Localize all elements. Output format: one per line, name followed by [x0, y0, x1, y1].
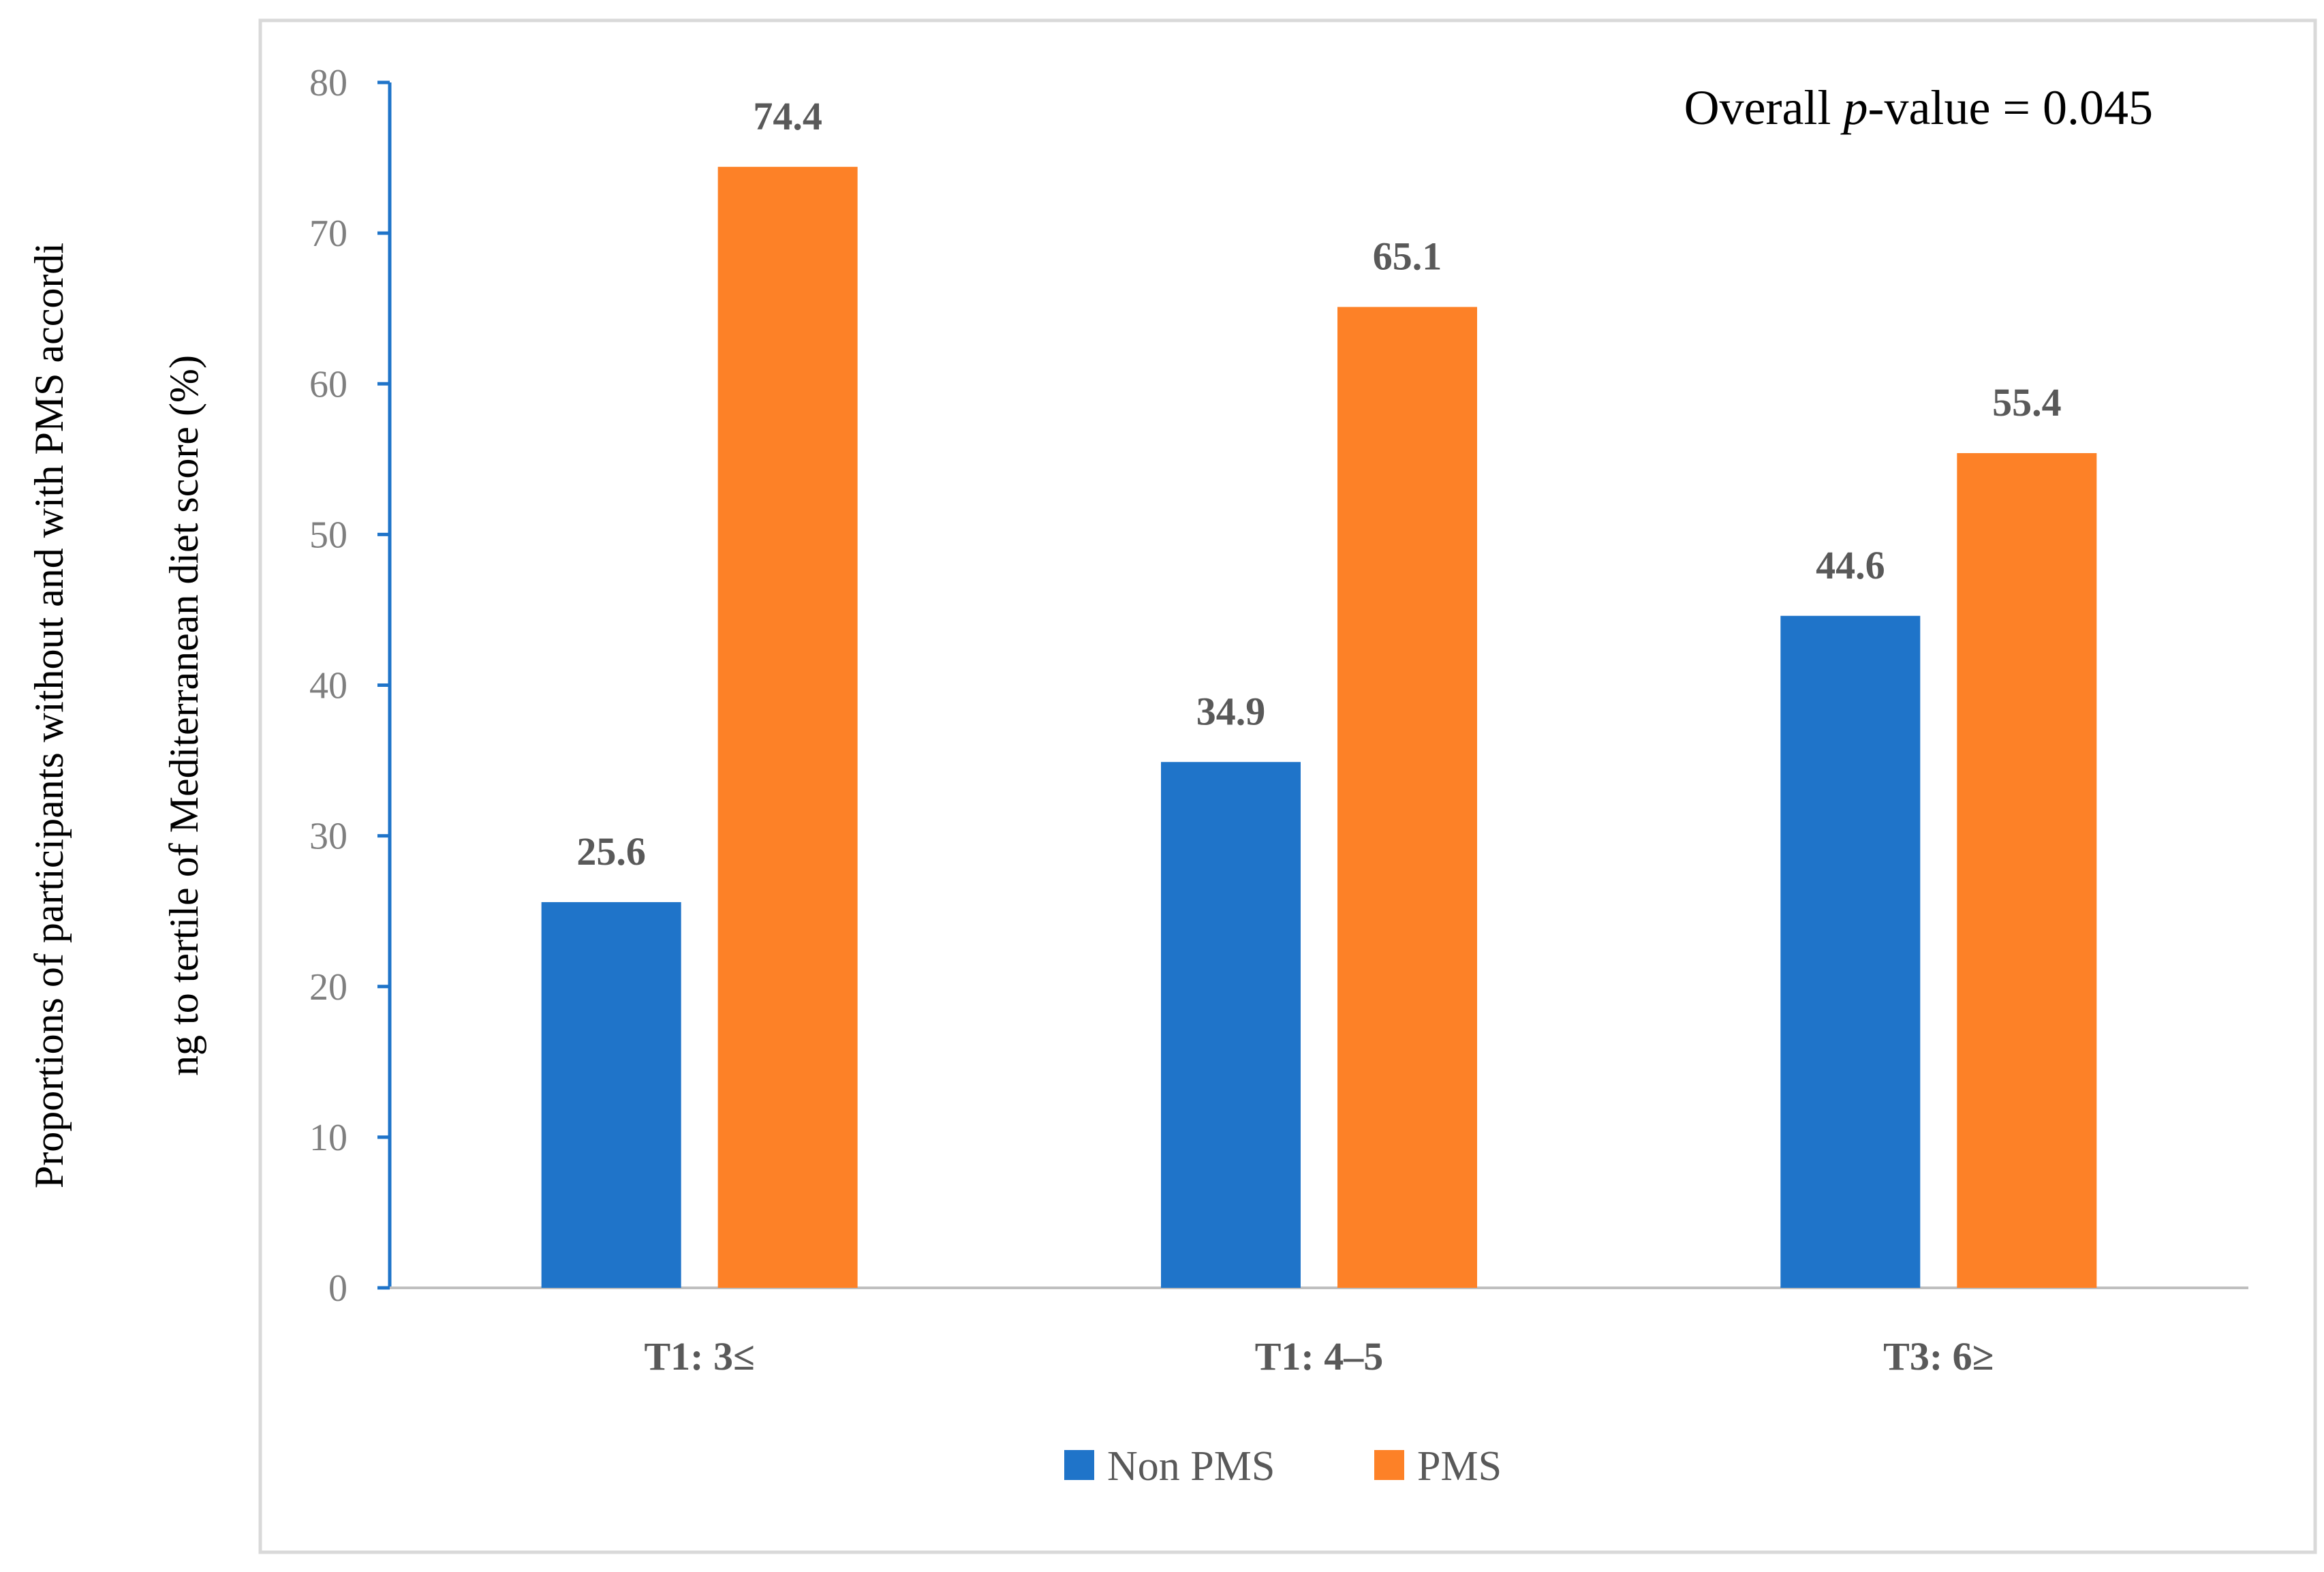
y-tick-label: 10 [309, 1117, 347, 1159]
bar-non-pms [1161, 762, 1301, 1288]
legend-swatch-pms [1374, 1450, 1404, 1480]
y-tick-label: 50 [309, 514, 347, 556]
data-label: 65.1 [1373, 234, 1442, 278]
data-label: 34.9 [1196, 689, 1266, 733]
y-tick-label: 60 [309, 363, 347, 405]
data-label: 74.4 [753, 94, 822, 138]
y-axis-label-line-1: Proportions of participants without and … [27, 243, 72, 1188]
p-value-annotation: Overall p-value = 0.045 [1684, 80, 2153, 135]
bar-non-pms [541, 901, 681, 1288]
p-value-suffix: -value = 0.045 [1868, 80, 2154, 135]
data-label: 55.4 [1992, 380, 2062, 425]
x-tick-label: T1: 4–5 [1255, 1334, 1384, 1378]
y-tick-label: 20 [309, 966, 347, 1008]
bar-pms [1337, 307, 1477, 1288]
legend: Non PMS PMS [1064, 1443, 1502, 1490]
bar-pms [717, 166, 858, 1289]
data-label: 44.6 [1816, 543, 1885, 587]
y-tick-label: 30 [309, 816, 347, 858]
p-value-italic-p: p [1840, 80, 1868, 135]
legend-label: Non PMS [1107, 1443, 1275, 1490]
y-tick-label: 40 [309, 665, 347, 707]
bar-pms [1957, 452, 2097, 1288]
plot-area: 0 10 20 30 40 50 60 70 80 25.6 74.4 T1: 3≤ 34.9 65.1 T… [309, 62, 2248, 1378]
p-value-prefix: Overall [1684, 80, 1844, 135]
bar-non-pms [1780, 615, 1921, 1288]
x-tick-label: T3: 6≥ [1883, 1334, 1994, 1378]
y-tick-label: 70 [309, 213, 347, 255]
legend-swatch-non-pms [1064, 1450, 1094, 1480]
y-axis-label-line-2: ng to tertile of Mediterranean diet scor… [161, 355, 206, 1076]
y-tick-label: 80 [309, 62, 347, 104]
x-tick-label: T1: 3≤ [644, 1334, 754, 1378]
y-tick-label: 0 [328, 1267, 347, 1310]
legend-label: PMS [1417, 1443, 1502, 1490]
data-label: 25.6 [576, 829, 646, 874]
